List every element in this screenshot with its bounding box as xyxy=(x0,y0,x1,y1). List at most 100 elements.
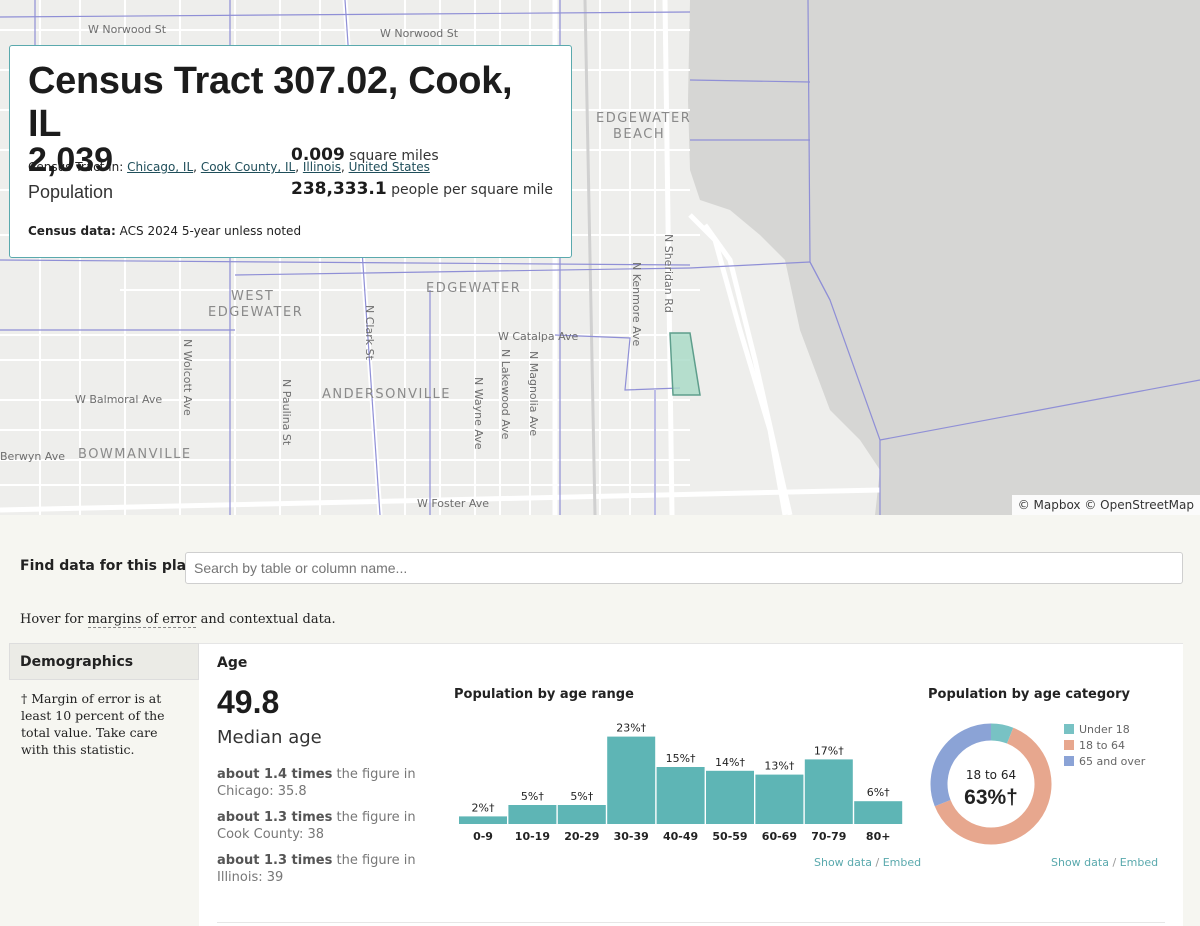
sidebar: Demographics † Margin of error is at lea… xyxy=(9,643,199,926)
x-tick-label: 10-19 xyxy=(515,830,550,843)
donut-slice-18-to-64[interactable] xyxy=(934,727,1052,845)
table-search-input[interactable] xyxy=(185,552,1183,584)
x-tick-label: 20-29 xyxy=(564,830,599,843)
bar-data-label: 5%† xyxy=(570,790,593,803)
x-tick-label: 30-39 xyxy=(614,830,649,843)
margins-of-error-link[interactable]: margins of error xyxy=(87,612,197,628)
bar-data-label: 13%† xyxy=(764,760,794,773)
bar-60-69[interactable] xyxy=(755,774,804,824)
donut-chart-title: Population by age category xyxy=(928,687,1130,702)
bar-data-label: 17%† xyxy=(814,744,844,757)
hover-note-prefix: Hover for xyxy=(20,612,88,627)
bar-70-79[interactable] xyxy=(804,759,853,824)
bar-80+[interactable] xyxy=(854,801,903,824)
bar-data-label: 2%† xyxy=(472,801,495,814)
demographics-panel: Age 49.8 Median age about 1.4 times the … xyxy=(199,643,1183,926)
donut-center-value: 63%† xyxy=(964,786,1018,809)
x-tick-label: 50-59 xyxy=(712,830,747,843)
legend-item: Under 18 xyxy=(1064,721,1145,737)
map-label: W Foster Ave xyxy=(417,497,490,510)
population-label: Population xyxy=(28,182,114,202)
legend-label: Under 18 xyxy=(1079,722,1130,736)
map-label: WEST xyxy=(231,289,275,304)
comparison-illinois: about 1.3 times the figure in Illinois: … xyxy=(217,852,442,886)
map-label: N Kenmore Ave xyxy=(630,262,643,347)
legend-item: 18 to 64 xyxy=(1064,737,1145,753)
legend-swatch xyxy=(1064,724,1074,734)
map-label: EDGEWATER xyxy=(596,111,692,126)
map-label: N Wayne Ave xyxy=(472,377,485,450)
map-label: EDGEWATER xyxy=(208,305,304,320)
parent-link-united-states[interactable]: United States xyxy=(348,160,430,174)
comparison-ratio: about 1.3 times xyxy=(217,853,333,868)
map-label: W Balmoral Ave xyxy=(75,393,163,406)
comparison-chicago: about 1.4 times the figure in Chicago: 3… xyxy=(217,766,442,800)
highlighted-tract xyxy=(669,332,701,396)
embed-link[interactable]: Embed xyxy=(1119,856,1159,869)
show-data-link[interactable]: Show data xyxy=(814,856,872,869)
median-age-label: Median age xyxy=(217,727,322,748)
bar-data-label: 14%† xyxy=(715,756,745,769)
population-stat: 2,039 Population xyxy=(28,141,113,203)
map-label: N Paulina St xyxy=(280,379,293,446)
map-label: Berwyn Ave xyxy=(0,450,65,463)
x-tick-label: 0-9 xyxy=(473,830,493,843)
donut-slice-65-and-over[interactable] xyxy=(930,723,992,807)
bar-40-49[interactable] xyxy=(656,767,705,824)
census-data-note: Census data: ACS 2024 5-year unless note… xyxy=(28,224,301,238)
page-title: Census Tract 307.02, Cook, IL xyxy=(28,60,513,145)
area-value: 0.009 xyxy=(291,145,345,165)
map-label: W Norwood St xyxy=(88,23,167,36)
comparison-ratio: about 1.3 times xyxy=(217,810,333,825)
x-tick-label: 70-79 xyxy=(811,830,846,843)
place-header-card: Census Tract 307.02, Cook, IL Census Tra… xyxy=(9,45,572,258)
bar-data-label: 23%† xyxy=(616,722,646,735)
section-title-age: Age xyxy=(217,655,248,671)
hover-note-suffix: and contextual data. xyxy=(196,612,336,627)
map-label: ANDERSONVILLE xyxy=(322,387,452,402)
bar-data-label: 6%† xyxy=(867,786,890,799)
density-stat: 238,333.1 people per square mile xyxy=(291,179,553,199)
parent-link-illinois[interactable]: Illinois xyxy=(302,160,341,174)
area-stat: 0.009 square miles xyxy=(291,145,439,165)
map-attribution[interactable]: © Mapbox © OpenStreetMap xyxy=(1011,495,1200,515)
legend-label: 65 and over xyxy=(1079,754,1146,768)
parent-geographies: Census Tract in: Chicago, IL, Cook Count… xyxy=(28,160,430,174)
bar-10-19[interactable] xyxy=(508,805,557,824)
x-tick-label: 40-49 xyxy=(663,830,698,843)
donut-center-label: 18 to 64 xyxy=(966,768,1016,782)
legend-label: 18 to 64 xyxy=(1079,738,1126,752)
tab-demographics[interactable]: Demographics xyxy=(9,643,199,680)
embed-link[interactable]: Embed xyxy=(882,856,922,869)
x-tick-label: 60-69 xyxy=(762,830,797,843)
census-data-value: ACS 2024 5-year unless noted xyxy=(119,224,302,238)
map-label: W Catalpa Ave xyxy=(498,330,579,343)
map-label: W Norwood St xyxy=(380,27,459,40)
parent-link-chicago[interactable]: Chicago, IL xyxy=(127,160,194,174)
bar-50-59[interactable] xyxy=(706,770,754,824)
map-label: BOWMANVILLE xyxy=(78,447,192,462)
density-value: 238,333.1 xyxy=(291,179,387,199)
hover-note: Hover for margins of error and contextua… xyxy=(20,612,336,628)
bar-30-39[interactable] xyxy=(607,736,656,824)
parent-link-cook-county[interactable]: Cook County, IL xyxy=(200,160,296,174)
bar-data-label: 5%† xyxy=(521,790,544,803)
donut-slice-under-18[interactable] xyxy=(990,723,1014,744)
map-label: EDGEWATER xyxy=(426,281,522,296)
comparison-text: the figure in Chicago: 35.8 xyxy=(217,767,416,799)
bar-0-9[interactable] xyxy=(459,816,507,824)
comparison-text: the figure in Illinois: 39 xyxy=(217,853,416,885)
bar-20-29[interactable] xyxy=(557,805,606,824)
map-label: N Magnolia Ave xyxy=(527,351,540,437)
donut-chart-links: Show data / Embed xyxy=(1051,856,1158,869)
area-label: square miles xyxy=(349,148,439,164)
density-label: people per square mile xyxy=(391,182,553,198)
donut-legend: Under 18 18 to 64 65 and over xyxy=(1064,721,1145,769)
comparison-text: the figure in Cook County: 38 xyxy=(217,810,416,842)
comparison-cook-county: about 1.3 times the figure in Cook Count… xyxy=(217,809,442,843)
tract-in-label: Census Tract in: xyxy=(28,160,124,174)
show-data-link[interactable]: Show data xyxy=(1051,856,1109,869)
median-age-value: 49.8 xyxy=(217,684,280,720)
age-range-bar-chart: 2%† 0-9 5%† 10-19 5%† 20-29 23%† 30-39 15%† 40-49… xyxy=(459,722,903,843)
bar-chart-title: Population by age range xyxy=(454,687,634,702)
